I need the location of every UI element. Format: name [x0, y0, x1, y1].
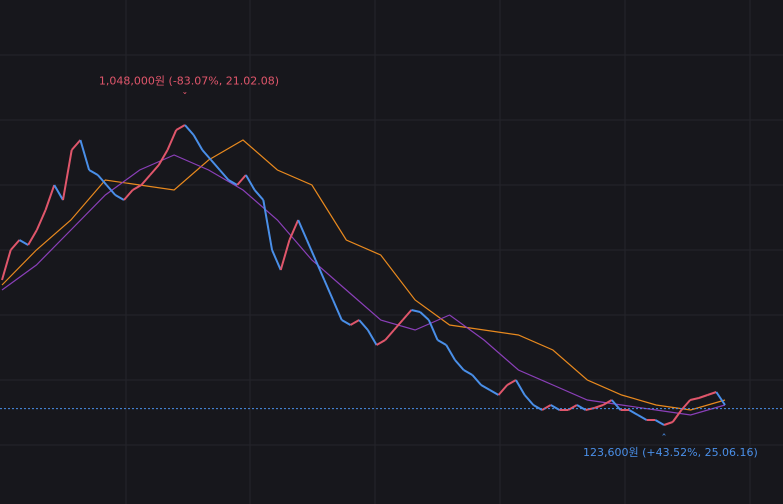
price-segment [288, 219, 300, 241]
price-segment [210, 159, 221, 171]
price-segment [654, 419, 665, 426]
price-segment [497, 384, 508, 396]
price-segment [262, 199, 274, 251]
price-segment [18, 239, 29, 246]
price-segment [219, 169, 230, 181]
price-segment [349, 319, 360, 326]
price-segment [35, 209, 47, 231]
price-segment [489, 389, 500, 396]
price-segment [715, 391, 726, 406]
price-segment [323, 279, 334, 301]
price-segment [523, 394, 535, 406]
price-segment [166, 129, 178, 151]
price-segment [253, 189, 265, 201]
price-segment [114, 194, 125, 201]
price-segment [305, 239, 317, 261]
price-segment [201, 149, 212, 161]
price-segment [611, 399, 622, 411]
price-segment [628, 409, 639, 416]
price-segment [567, 404, 578, 411]
price-segment [671, 409, 683, 423]
price-segment [227, 179, 238, 186]
price-segment [358, 319, 369, 331]
moving-average [1, 154, 726, 416]
price-segment [97, 174, 108, 186]
price-segment [279, 239, 291, 271]
price-segment [157, 149, 169, 166]
price-segment [594, 404, 604, 409]
price-segment [366, 329, 378, 346]
price-segment [445, 344, 456, 361]
price-segment [506, 379, 517, 386]
price-segment [393, 319, 404, 331]
annotation-marker: ˇ [182, 90, 188, 103]
price-segment [480, 384, 491, 391]
price-segment [698, 394, 708, 399]
price-segment [245, 174, 256, 191]
price-segment [44, 184, 56, 211]
annotation-label: 123,600원 (+43.52%, 25.06.16) [583, 446, 758, 459]
price-segment [9, 239, 21, 251]
price-segment [271, 249, 282, 271]
price-segment [297, 219, 308, 241]
price-segment [376, 339, 386, 346]
price-segment [192, 134, 204, 151]
price-segment [427, 319, 439, 341]
price-segment [27, 229, 38, 246]
price-segment [471, 374, 482, 386]
price-segment [637, 414, 648, 421]
price-segment [132, 184, 142, 191]
price-segment [1, 249, 12, 281]
price-segment [79, 139, 91, 171]
price-segment [88, 169, 99, 176]
annotation-label: 1,048,000원 (-83.07%, 21.02.08) [99, 74, 279, 87]
price-segment [419, 311, 430, 321]
price-segment [332, 299, 343, 321]
price-segment [384, 329, 395, 341]
price-segment [707, 391, 717, 396]
price-segment [576, 404, 587, 411]
price-segment [314, 259, 326, 281]
price-segment [140, 174, 151, 186]
price-segment [123, 189, 134, 201]
price-segment [53, 184, 64, 201]
price-segment [61, 149, 73, 201]
price-segment [437, 339, 447, 346]
price-segment [105, 184, 116, 196]
price-segment [515, 379, 526, 396]
price-segment [341, 319, 351, 326]
price-segment [236, 174, 247, 186]
price-segment [401, 309, 413, 321]
price-segment [689, 397, 700, 401]
price-segment [541, 404, 552, 411]
price-segment [663, 421, 674, 426]
price-segment [454, 359, 465, 371]
price-segment [149, 164, 160, 176]
price-segment [411, 309, 421, 313]
price-segment [70, 139, 82, 151]
price-segment [680, 399, 691, 411]
price-segment [184, 124, 195, 136]
price-segment [463, 369, 473, 376]
annotation-marker: ˆ [661, 432, 667, 445]
price-segment [175, 124, 186, 131]
price-segment [550, 404, 560, 411]
price-segment [602, 399, 613, 406]
price-segment [532, 404, 543, 411]
